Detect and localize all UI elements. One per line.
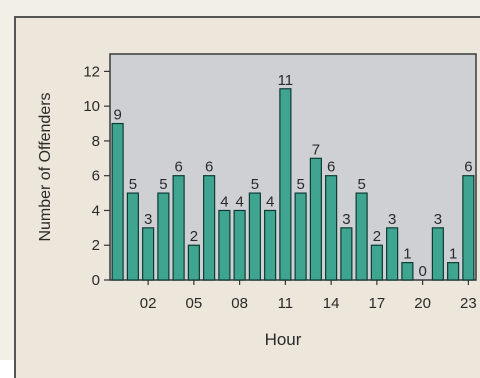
x-tick-label: 14 <box>323 295 340 312</box>
bar <box>462 175 475 281</box>
bar <box>111 122 124 281</box>
x-tick-label: 23 <box>460 295 477 312</box>
bar <box>142 227 155 281</box>
bar-value-label: 6 <box>464 159 472 176</box>
bar <box>309 157 322 281</box>
bar-value-label: 2 <box>373 228 381 245</box>
bar-value-label: 2 <box>190 228 198 245</box>
bar <box>325 175 338 281</box>
x-tick-label: 05 <box>186 295 203 312</box>
bar-value-label: 1 <box>403 246 411 263</box>
bar-value-label: 11 <box>278 72 294 89</box>
x-axis: 02 05 08 11 14 17 20 23 <box>140 280 477 312</box>
bar <box>126 192 139 281</box>
bar <box>340 227 353 281</box>
bar <box>447 262 460 281</box>
y-tick-label: 8 <box>92 133 100 150</box>
x-tick-label: 20 <box>414 295 431 312</box>
bar-value-label: 3 <box>144 211 152 228</box>
y-tick-label: 2 <box>92 237 100 254</box>
plot-area <box>109 53 477 281</box>
bar <box>401 262 414 281</box>
bar-value-label: 5 <box>129 176 137 193</box>
bar-value-label: 4 <box>220 193 228 210</box>
bar-value-label: 0 <box>418 263 426 280</box>
bar <box>157 192 170 281</box>
bar-value-label: 5 <box>251 176 259 193</box>
bar-value-label: 3 <box>342 211 350 228</box>
bar-value-label: 3 <box>434 211 442 228</box>
bar-value-label: 3 <box>388 211 396 228</box>
x-tick-label: 02 <box>140 295 157 312</box>
bar <box>279 88 292 281</box>
bar <box>294 192 307 281</box>
y-tick-label: 6 <box>92 168 100 185</box>
bar <box>431 227 444 281</box>
bar-value-label: 6 <box>205 159 213 176</box>
bar-value-label: 6 <box>327 159 335 176</box>
y-tick-label: 12 <box>83 63 100 80</box>
bar-value-label: 5 <box>159 176 167 193</box>
bar-value-label: 4 <box>235 193 243 210</box>
bar-value-label: 5 <box>296 176 304 193</box>
x-tick-label: 08 <box>231 295 248 312</box>
bar-value-label: 5 <box>357 176 365 193</box>
bar <box>355 192 368 281</box>
y-axis-title: Number of Offenders <box>37 92 54 241</box>
x-tick-label: 11 <box>278 295 294 312</box>
bar <box>370 244 383 281</box>
bar <box>187 244 200 281</box>
bar <box>218 209 231 281</box>
bar-value-label: 6 <box>174 159 182 176</box>
y-tick-label: 4 <box>92 202 100 219</box>
bar-value-label: 9 <box>113 107 121 124</box>
bar <box>233 209 246 281</box>
x-tick-label: 17 <box>369 295 386 312</box>
bar <box>386 227 399 281</box>
y-tick-label: 10 <box>83 98 100 115</box>
bar-value-label: 7 <box>312 141 320 158</box>
bar-value-label: 4 <box>266 193 274 210</box>
bar <box>248 192 261 281</box>
bar <box>264 209 277 281</box>
bar <box>203 175 216 281</box>
x-axis-title: Hour <box>265 330 302 349</box>
y-tick-label: 0 <box>92 272 100 289</box>
bar-value-label: 1 <box>449 246 457 263</box>
bar <box>172 175 185 281</box>
y-axis: 0 2 4 6 8 10 12 <box>83 63 110 289</box>
